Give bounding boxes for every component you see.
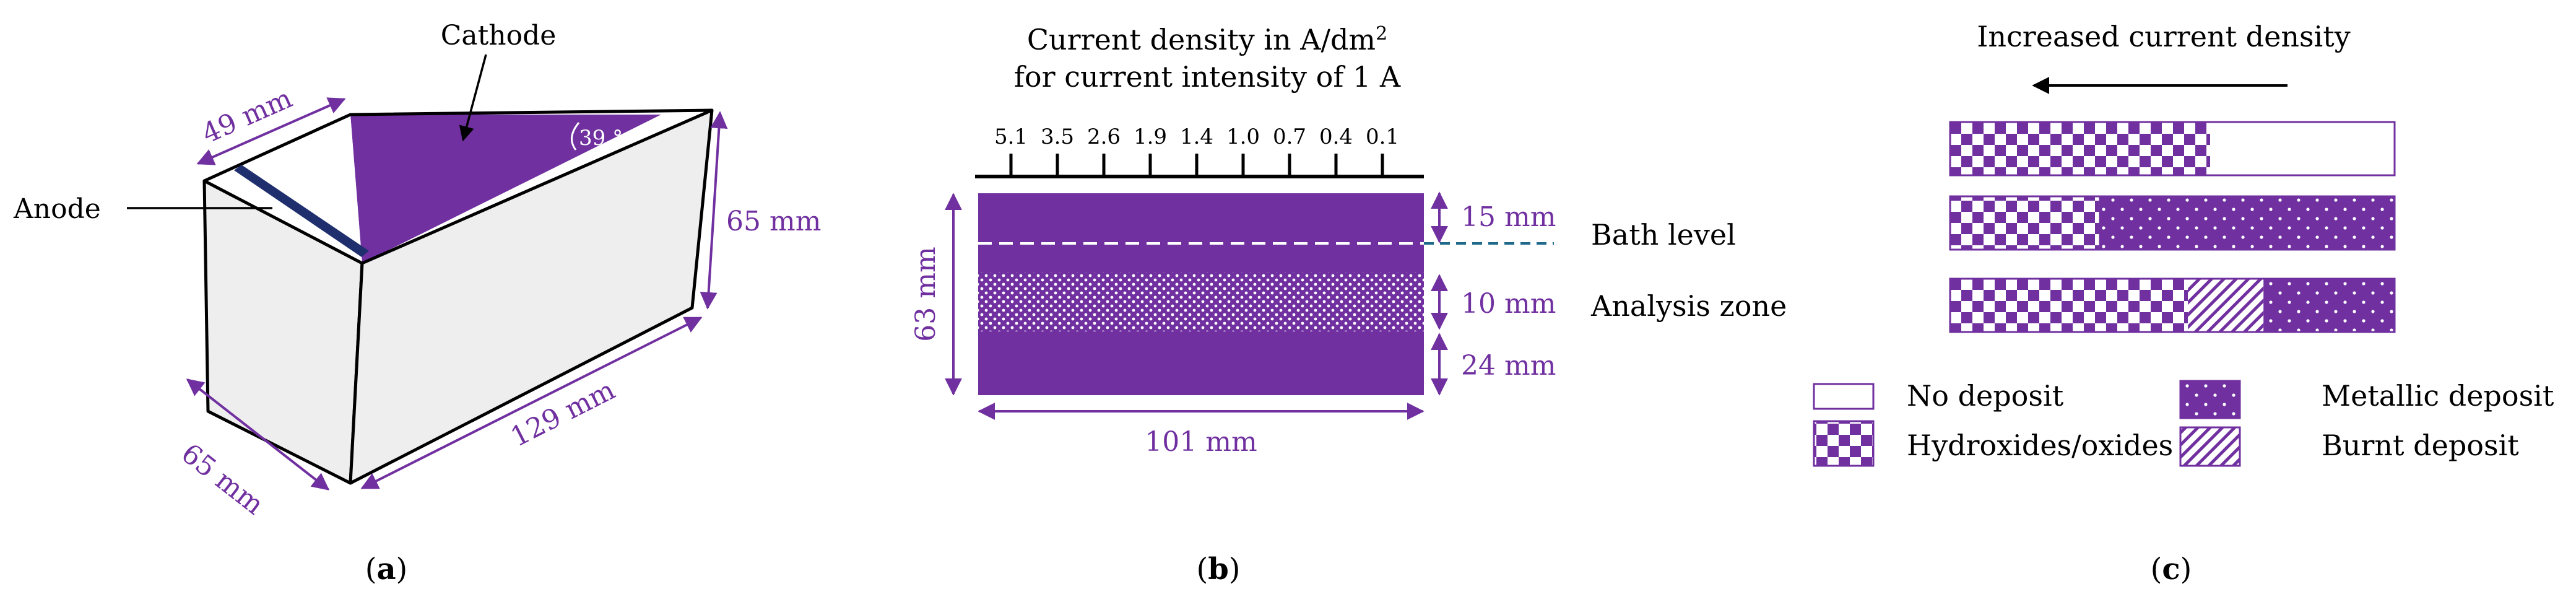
caption-b: (b) [1196,552,1240,587]
dim-65-height-arrow [700,111,728,310]
bar-segment-no-deposit [2210,122,2395,175]
caption-a: (a) [365,552,408,587]
analysis-zone-band [978,273,1424,331]
increased-current-density-label: Increased current density [1977,20,2351,53]
tick-label: 3.5 [1041,124,1074,149]
dim-49-arrow [196,97,346,165]
legend-label-burnt: Burnt deposit [2322,429,2519,462]
bar-segment-burnt [2188,279,2264,332]
cathode-plate [350,115,661,263]
plate-lower [978,331,1424,395]
tick-label: 0.1 [1366,124,1399,149]
dim-129-arrow [360,317,703,489]
deposit-bar-outline [1949,277,2396,333]
deposit-bars [1949,121,2396,333]
panel-a: 39 ° Cathode Anode 49 mm 65 mm 65 mm 129… [13,20,821,587]
bar-segment-metallic [2099,196,2395,250]
panel-b-title-line2: for current intensity of 1 A [1014,60,1401,94]
plate-upper [978,193,1424,273]
angle-arc [571,122,580,151]
panel-b-title-line1: Current density in A/dm2 [1027,23,1387,56]
bath-level-label: Bath level [1591,218,1736,251]
angle-label: 39 ° [579,126,623,151]
legend-swatch-no-deposit [1813,383,1875,410]
legend-label-metallic: Metallic deposit [2322,379,2554,413]
panel-c: Increased current density No deposit Hyd… [1813,20,2554,587]
dim-24-label: 24 mm [1461,350,1556,382]
panel-b: Current density in A/dm2 for current int… [910,23,1787,587]
dim-65-left-label: 65 mm [175,437,269,521]
dim-63-label: 63 mm [910,247,942,341]
dim-49-label: 49 mm [197,82,297,150]
bar-segment-metallic [2263,279,2395,332]
legend-label-hydroxides: Hydroxides/oxides [1907,429,2173,462]
bar-segment-hydroxides [1950,196,2099,250]
dim-15-label: 15 mm [1461,201,1556,233]
dim-65-left-arrow [186,378,330,491]
anode-label: Anode [13,193,101,225]
anode-bar [234,165,369,257]
dim-10-label: 10 mm [1461,288,1556,320]
bar-segment-hydroxides [1950,122,2211,175]
analysis-zone-label: Analysis zone [1590,289,1787,323]
caption-c: (c) [2151,552,2192,587]
legend-swatch-burnt [2179,426,2241,467]
legend-swatch-hydroxides [1813,420,1875,467]
tick-label: 0.4 [1319,124,1353,149]
legend-swatch-metallic [2179,380,2241,419]
cathode-arrow [459,54,487,142]
tick-label: 1.0 [1226,124,1260,149]
tick-label: 1.4 [1180,124,1213,149]
tick-label: 1.9 [1134,124,1167,149]
tick-group: 5.1 3.5 2.6 1.9 1.4 1.0 0.7 0.4 0.1 [994,124,1399,177]
tick-label: 5.1 [994,124,1028,149]
legend-label-no-deposit: No deposit [1907,379,2064,413]
dim-65-height-label: 65 mm [726,206,821,237]
deposit-bar-outline [1949,121,2396,177]
deposit-bar-outline [1949,195,2396,251]
cathode-label: Cathode [441,20,557,51]
dim-101-label: 101 mm [1145,426,1257,458]
bar-segment-hydroxides [1950,279,2188,332]
tick-label: 2.6 [1087,124,1121,149]
tick-label: 0.7 [1273,124,1306,149]
